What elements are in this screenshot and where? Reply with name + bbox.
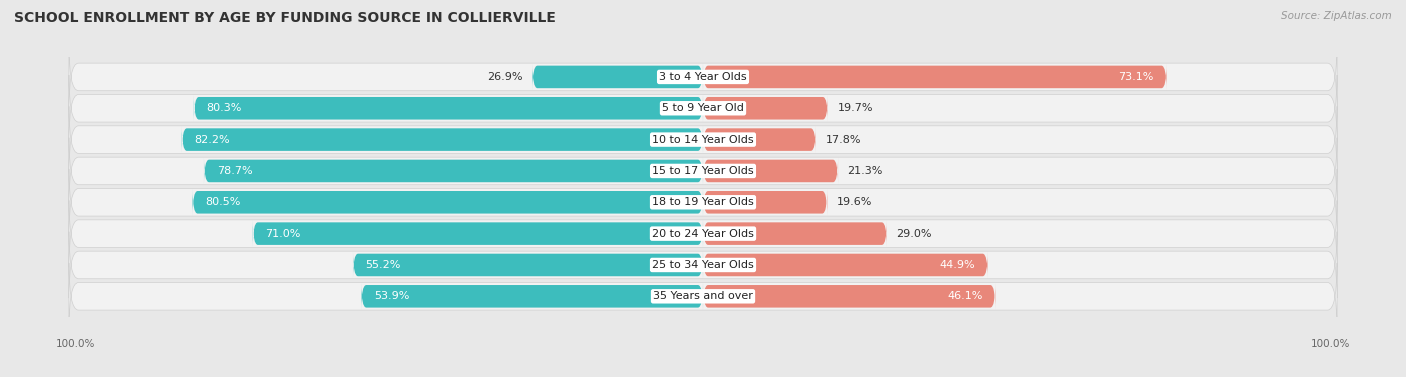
Text: 55.2%: 55.2% — [366, 260, 401, 270]
Text: Source: ZipAtlas.com: Source: ZipAtlas.com — [1281, 11, 1392, 21]
Text: 19.6%: 19.6% — [837, 197, 872, 207]
Text: SCHOOL ENROLLMENT BY AGE BY FUNDING SOURCE IN COLLIERVILLE: SCHOOL ENROLLMENT BY AGE BY FUNDING SOUR… — [14, 11, 555, 25]
FancyBboxPatch shape — [194, 95, 703, 122]
Text: 10 to 14 Year Olds: 10 to 14 Year Olds — [652, 135, 754, 145]
FancyBboxPatch shape — [361, 282, 703, 310]
Text: 46.1%: 46.1% — [948, 291, 983, 301]
FancyBboxPatch shape — [703, 95, 828, 122]
Text: 78.7%: 78.7% — [217, 166, 252, 176]
Text: 73.1%: 73.1% — [1118, 72, 1154, 82]
Text: 80.5%: 80.5% — [205, 197, 240, 207]
FancyBboxPatch shape — [703, 251, 987, 279]
Text: 20 to 24 Year Olds: 20 to 24 Year Olds — [652, 228, 754, 239]
Text: 53.9%: 53.9% — [374, 291, 409, 301]
FancyBboxPatch shape — [353, 251, 703, 279]
FancyBboxPatch shape — [703, 282, 995, 310]
FancyBboxPatch shape — [69, 169, 1337, 236]
Text: 44.9%: 44.9% — [939, 260, 974, 270]
Text: 29.0%: 29.0% — [897, 228, 932, 239]
FancyBboxPatch shape — [703, 126, 815, 153]
Text: 71.0%: 71.0% — [266, 228, 301, 239]
FancyBboxPatch shape — [204, 157, 703, 185]
FancyBboxPatch shape — [69, 138, 1337, 204]
Text: 19.7%: 19.7% — [838, 103, 873, 113]
FancyBboxPatch shape — [69, 201, 1337, 267]
Text: 15 to 17 Year Olds: 15 to 17 Year Olds — [652, 166, 754, 176]
FancyBboxPatch shape — [703, 188, 827, 216]
FancyBboxPatch shape — [69, 75, 1337, 141]
Text: 100.0%: 100.0% — [56, 339, 96, 349]
Text: 35 Years and over: 35 Years and over — [652, 291, 754, 301]
FancyBboxPatch shape — [703, 220, 887, 247]
Text: 80.3%: 80.3% — [207, 103, 242, 113]
Text: 100.0%: 100.0% — [1310, 339, 1350, 349]
Text: 26.9%: 26.9% — [488, 72, 523, 82]
Text: 21.3%: 21.3% — [848, 166, 883, 176]
Text: 82.2%: 82.2% — [194, 135, 231, 145]
FancyBboxPatch shape — [193, 188, 703, 216]
FancyBboxPatch shape — [181, 126, 703, 153]
FancyBboxPatch shape — [69, 232, 1337, 298]
Text: 5 to 9 Year Old: 5 to 9 Year Old — [662, 103, 744, 113]
Text: 3 to 4 Year Olds: 3 to 4 Year Olds — [659, 72, 747, 82]
FancyBboxPatch shape — [703, 63, 1167, 91]
FancyBboxPatch shape — [69, 106, 1337, 173]
FancyBboxPatch shape — [69, 44, 1337, 110]
FancyBboxPatch shape — [69, 263, 1337, 329]
Text: 25 to 34 Year Olds: 25 to 34 Year Olds — [652, 260, 754, 270]
Text: 18 to 19 Year Olds: 18 to 19 Year Olds — [652, 197, 754, 207]
FancyBboxPatch shape — [533, 63, 703, 91]
FancyBboxPatch shape — [253, 220, 703, 247]
FancyBboxPatch shape — [703, 157, 838, 185]
Text: 17.8%: 17.8% — [825, 135, 860, 145]
